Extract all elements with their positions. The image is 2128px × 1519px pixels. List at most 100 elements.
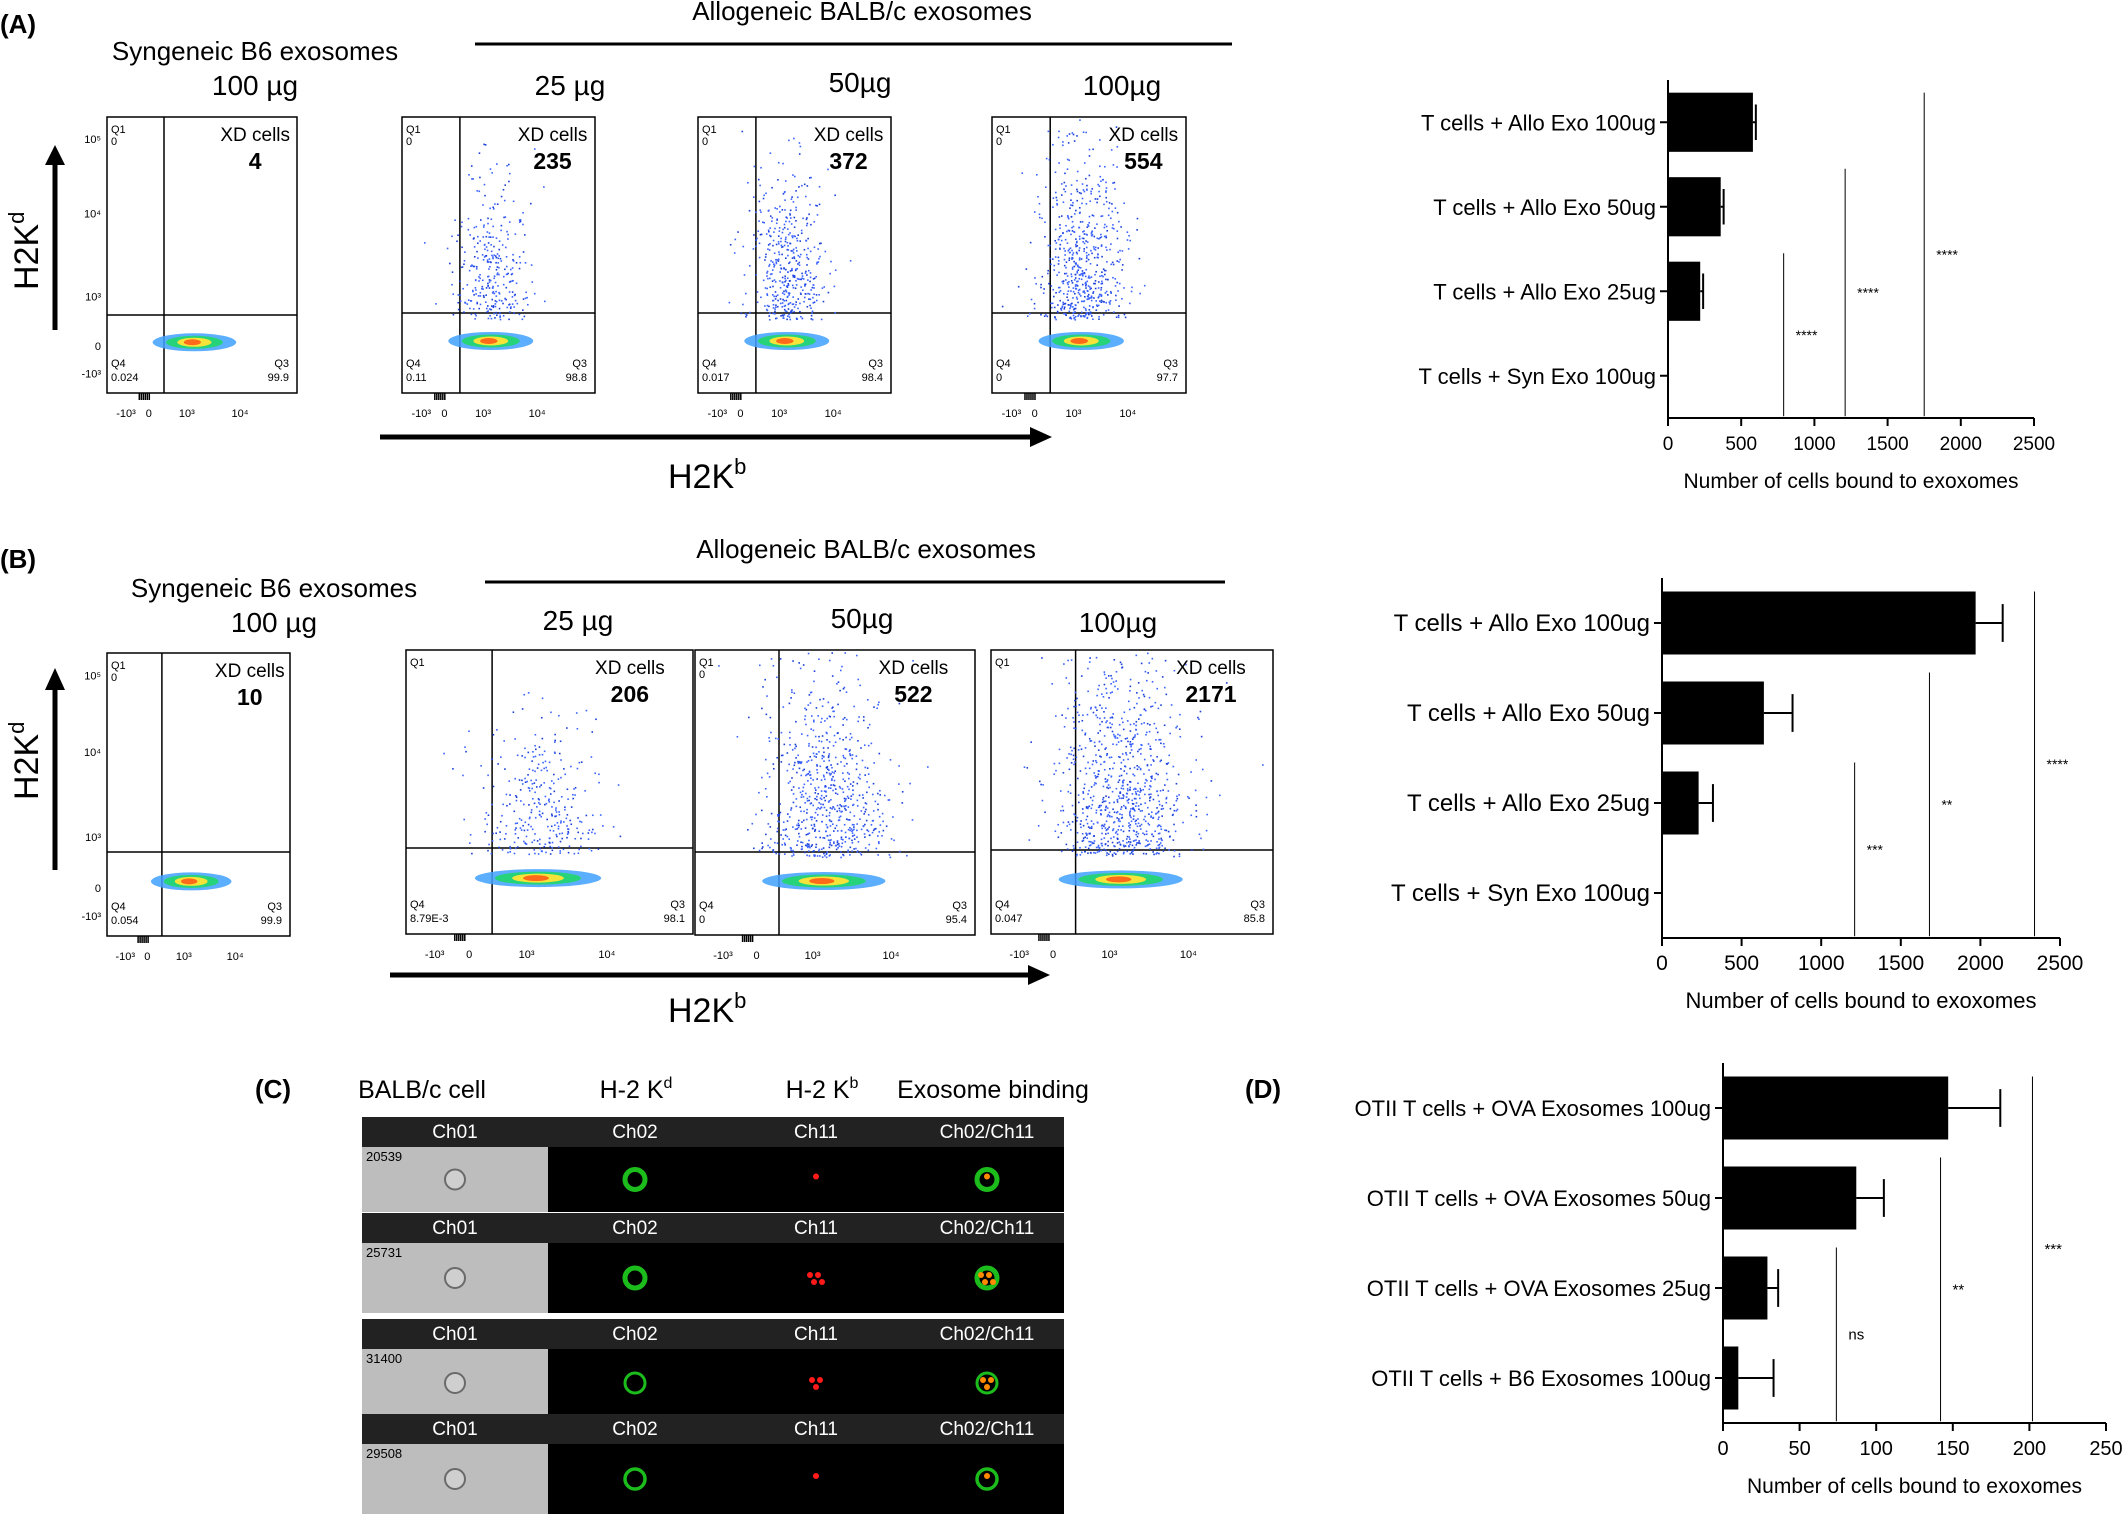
- cell-dot: [515, 827, 517, 829]
- cell-dot: [1112, 733, 1115, 736]
- cell-dot: [558, 832, 561, 835]
- cell-dot: [851, 830, 853, 833]
- cell-dot: [565, 817, 568, 820]
- cell-dot: [1085, 240, 1087, 242]
- cell-dot: [502, 188, 505, 191]
- cell-dot: [475, 225, 478, 228]
- cell-dot: [594, 832, 596, 835]
- x-axis-title: Number of cells bound to exoxomes: [1683, 470, 2018, 493]
- cell-dot: [1111, 261, 1114, 264]
- quadrant-q4-label: Q4: [702, 358, 717, 370]
- red-stain-spot: [982, 1279, 988, 1285]
- cell-dot: [829, 787, 832, 789]
- cell-dot: [793, 235, 795, 237]
- cell-dot: [829, 272, 832, 275]
- cell-dot: [459, 300, 462, 302]
- cell-dot: [1059, 248, 1061, 250]
- cell-dot: [812, 779, 814, 781]
- quadrant-q1-label: Q1: [995, 657, 1010, 669]
- cell-dot: [783, 191, 786, 194]
- cell-dot: [878, 815, 881, 818]
- quadrant-q1-value: 0: [699, 669, 705, 681]
- quadrant-q4-label: Q4: [406, 358, 421, 370]
- cell-dot: [1110, 217, 1112, 220]
- cell-dot: [1070, 273, 1073, 275]
- population-core: [809, 878, 835, 885]
- cell-dot: [495, 290, 497, 293]
- panel-b-x-label: H2Kb: [668, 988, 746, 1030]
- cell-dot: [865, 808, 867, 811]
- cell-dot: [780, 731, 783, 734]
- cell-dot: [779, 264, 782, 266]
- cell-dot: [1080, 192, 1082, 195]
- cell-dot: [1201, 768, 1204, 771]
- x-tick-label: 0: [466, 949, 472, 961]
- cell-dot: [844, 799, 847, 802]
- cell-dot: [1087, 807, 1089, 810]
- quadrant-q4-label: Q4: [995, 899, 1010, 911]
- cell-dot: [473, 226, 476, 229]
- cell-dot: [819, 797, 822, 800]
- cell-dot: [808, 694, 811, 696]
- cell-dot: [1105, 191, 1107, 193]
- cell-dot: [1112, 713, 1115, 715]
- cell-dot: [544, 300, 546, 303]
- cell-dot: [482, 204, 484, 206]
- cell-dot: [851, 850, 853, 852]
- cell-dot: [1143, 708, 1146, 711]
- cell-dot: [810, 223, 812, 226]
- cell-dot: [786, 217, 788, 219]
- cell-dot: [1066, 242, 1069, 244]
- cell-dot: [838, 819, 841, 821]
- cell-dot: [781, 292, 784, 294]
- cell-dot: [1063, 663, 1065, 665]
- cell-dot: [492, 290, 495, 293]
- cell-dot: [1142, 693, 1145, 696]
- cell-dot: [1021, 172, 1024, 174]
- cell-dot: [1066, 135, 1069, 137]
- cell-dot: [499, 315, 501, 317]
- cell-dot: [807, 846, 809, 849]
- cell-dot: [1158, 824, 1161, 827]
- cell-dot: [799, 791, 802, 794]
- cell-dot: [800, 278, 802, 281]
- cell-dot: [1070, 204, 1072, 206]
- cell-dot: [1182, 821, 1184, 824]
- cell-dot: [1103, 768, 1106, 771]
- cell-dot: [1077, 265, 1079, 268]
- cell-dot: [839, 787, 842, 789]
- cell-dot: [778, 820, 781, 823]
- cell-dot: [819, 836, 821, 839]
- cell-dot: [484, 248, 486, 251]
- cell-dot: [1039, 216, 1041, 219]
- cell-dot: [487, 275, 490, 278]
- cell-dot: [806, 274, 808, 276]
- cell-dot: [856, 851, 859, 853]
- cell-dot: [1096, 256, 1099, 259]
- cell-dot: [541, 753, 544, 756]
- cell-dot: [758, 849, 761, 852]
- cell-dot: [820, 242, 822, 245]
- cell-dot: [1065, 314, 1067, 317]
- cell-dot: [489, 168, 492, 170]
- cell-dot: [1105, 269, 1107, 272]
- cell-dot: [578, 848, 580, 851]
- cell-dot: [755, 274, 757, 276]
- cell-dot: [766, 275, 768, 277]
- cell-dot: [807, 258, 810, 260]
- cell-dot: [827, 291, 830, 294]
- cell-dot: [769, 243, 771, 245]
- cell-dot: [864, 847, 867, 849]
- cell-dot: [818, 185, 821, 188]
- cell-dot: [1095, 775, 1098, 778]
- cell-dot: [1099, 809, 1102, 812]
- cell-dot: [463, 311, 465, 313]
- cell-dot: [853, 834, 856, 836]
- cell-dot: [1113, 811, 1116, 814]
- panel-a-dose-2: 50µg: [829, 67, 892, 98]
- cell-dot: [795, 745, 797, 748]
- cell-dot: [1078, 277, 1081, 280]
- cell-dot: [841, 788, 844, 790]
- cell-dot: [517, 846, 519, 848]
- cell-dot: [1121, 297, 1123, 300]
